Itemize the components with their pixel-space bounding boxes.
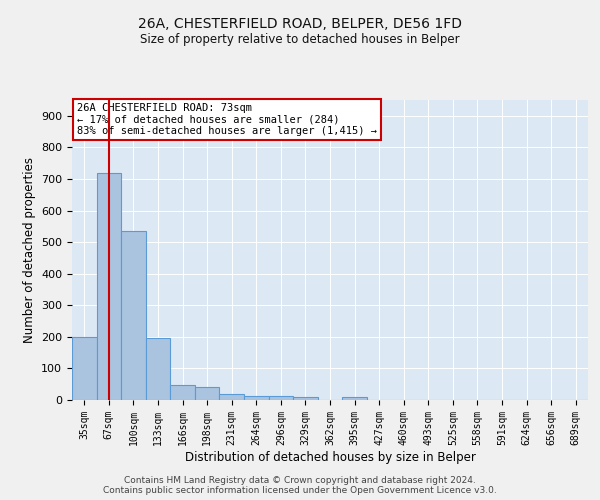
Bar: [244, 396, 269, 400]
Text: 26A, CHESTERFIELD ROAD, BELPER, DE56 1FD: 26A, CHESTERFIELD ROAD, BELPER, DE56 1FD: [138, 18, 462, 32]
Bar: [72, 337, 97, 400]
Bar: [195, 386, 220, 400]
Bar: [146, 338, 170, 400]
Bar: [269, 396, 293, 400]
X-axis label: Distribution of detached houses by size in Belper: Distribution of detached houses by size …: [185, 450, 475, 464]
Bar: [170, 385, 195, 400]
Text: Size of property relative to detached houses in Belper: Size of property relative to detached ho…: [140, 32, 460, 46]
Bar: [220, 394, 244, 400]
Bar: [293, 398, 318, 400]
Bar: [97, 172, 121, 400]
Bar: [121, 231, 146, 400]
Text: 26A CHESTERFIELD ROAD: 73sqm
← 17% of detached houses are smaller (284)
83% of s: 26A CHESTERFIELD ROAD: 73sqm ← 17% of de…: [77, 103, 377, 136]
Bar: [342, 397, 367, 400]
Y-axis label: Number of detached properties: Number of detached properties: [23, 157, 35, 343]
Text: Contains HM Land Registry data © Crown copyright and database right 2024.
Contai: Contains HM Land Registry data © Crown c…: [103, 476, 497, 495]
